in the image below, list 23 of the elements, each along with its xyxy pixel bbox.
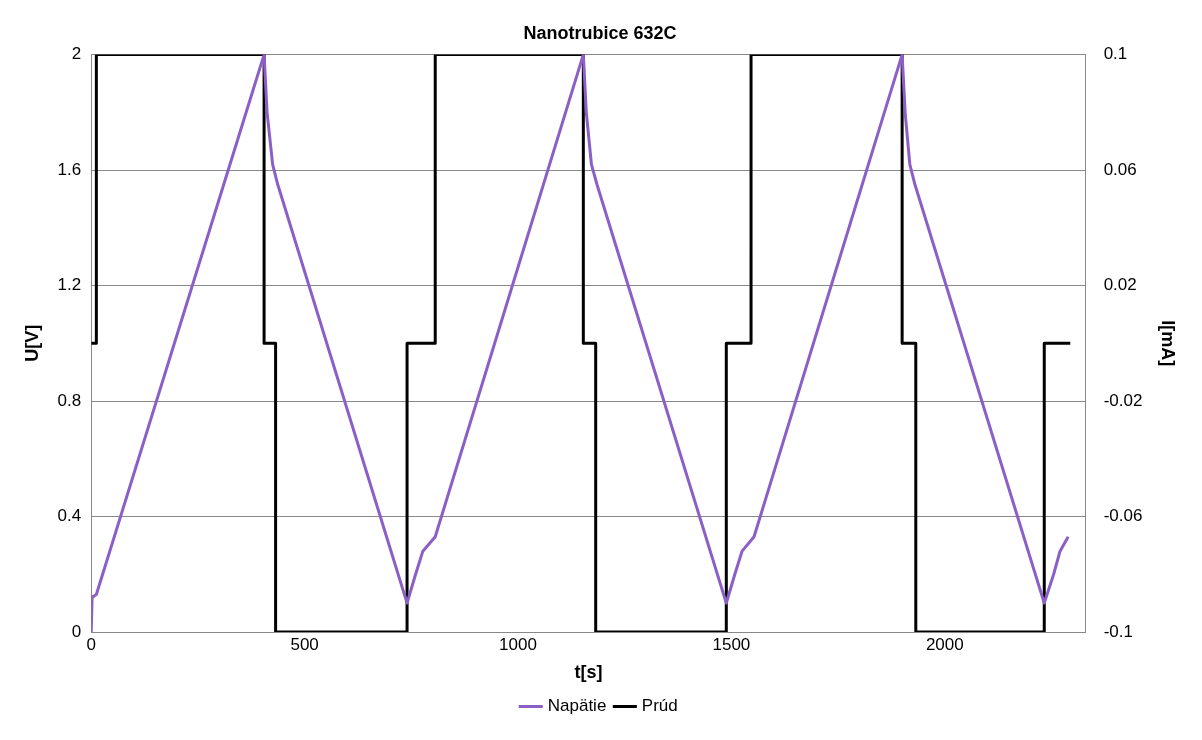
y-tick-label: 2	[71, 44, 82, 64]
y2-tick-label: 0.06	[1103, 159, 1137, 179]
y-tick-label: 0	[71, 621, 82, 641]
y2-tick-label: -0.02	[1103, 390, 1143, 410]
x-tick-label: 1500	[712, 634, 751, 654]
y-tick-label: 0.8	[57, 390, 82, 410]
y2-tick-label: -0.06	[1103, 506, 1143, 526]
legend-label: Napätie	[547, 696, 607, 716]
x-tick-label: 2000	[925, 634, 964, 654]
x-tick-label: 500	[290, 634, 319, 654]
y-axis-title: U[V]	[21, 324, 42, 362]
y-tick-label: 0.4	[57, 506, 82, 526]
x-tick-label: 0	[86, 634, 96, 654]
y2-tick-label: 0.1	[1103, 44, 1128, 64]
y2-axis-title: I[mA]	[1158, 320, 1179, 367]
legend-label: Prúd	[641, 696, 678, 716]
y-tick-label: 1.6	[57, 159, 82, 179]
x-tick-label: 1000	[499, 634, 537, 654]
y2-tick-label: -0.1	[1103, 621, 1133, 641]
y-tick-label: 1.2	[57, 275, 82, 295]
x-axis-title: t[s]	[574, 662, 603, 683]
y2-tick-label: 0.02	[1103, 275, 1137, 295]
chart-title: Nanotrubice 632C	[523, 22, 677, 43]
